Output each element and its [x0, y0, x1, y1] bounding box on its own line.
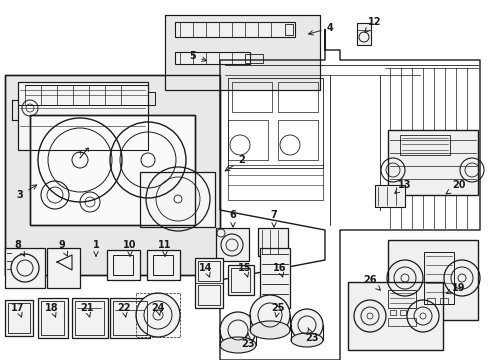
Bar [387, 240, 477, 320]
Bar [175, 52, 249, 64]
Bar [347, 282, 442, 350]
Bar [216, 228, 248, 261]
Text: 8: 8 [15, 240, 24, 256]
Bar [5, 300, 33, 336]
Bar [227, 165, 323, 200]
Text: 2: 2 [224, 155, 245, 171]
Bar [75, 301, 104, 335]
Bar [399, 310, 405, 315]
Text: 25: 25 [271, 303, 284, 317]
Bar [387, 290, 415, 308]
Bar [5, 75, 220, 275]
Bar [356, 23, 370, 45]
Bar [258, 228, 287, 256]
Bar [423, 252, 453, 304]
Bar [30, 115, 195, 225]
Bar [175, 22, 294, 37]
Bar [18, 82, 148, 150]
Text: 3: 3 [17, 185, 37, 200]
Bar [387, 130, 477, 195]
Bar [113, 301, 147, 335]
Bar [5, 248, 45, 288]
Circle shape [290, 309, 323, 341]
Circle shape [249, 295, 289, 335]
Bar [227, 265, 253, 295]
Bar [72, 298, 108, 338]
Text: 10: 10 [123, 240, 137, 256]
Text: 5: 5 [189, 51, 206, 61]
Text: 11: 11 [158, 240, 171, 256]
Bar [278, 120, 317, 160]
Text: 9: 9 [59, 240, 67, 256]
Bar [113, 255, 133, 275]
Bar [8, 303, 30, 333]
Bar [164, 15, 319, 90]
Bar [198, 285, 220, 305]
Bar [47, 248, 80, 288]
Bar [260, 248, 289, 308]
Bar [227, 78, 323, 168]
Bar [198, 261, 220, 281]
Bar [136, 293, 180, 337]
Bar [230, 268, 249, 292]
Bar [387, 318, 415, 326]
Text: 1: 1 [92, 240, 99, 256]
Bar [30, 115, 195, 225]
Bar [195, 258, 223, 308]
Text: 16: 16 [273, 263, 286, 277]
Text: 22: 22 [117, 303, 130, 317]
Bar [107, 250, 140, 280]
Text: 13: 13 [394, 180, 411, 193]
Ellipse shape [290, 333, 323, 347]
Bar [153, 255, 173, 275]
Ellipse shape [249, 321, 289, 339]
Bar [399, 135, 449, 155]
Text: 18: 18 [45, 303, 59, 317]
Text: 17: 17 [11, 303, 25, 317]
Text: 6: 6 [229, 210, 236, 227]
Text: 7: 7 [270, 210, 277, 227]
Bar [164, 15, 319, 90]
Text: 23: 23 [305, 328, 318, 343]
Bar [38, 298, 68, 338]
Text: 26: 26 [363, 275, 380, 290]
Ellipse shape [220, 337, 256, 353]
Bar [5, 75, 220, 275]
Text: 23: 23 [241, 333, 254, 349]
Text: 15: 15 [238, 263, 251, 277]
Bar [140, 172, 215, 227]
Text: 14: 14 [199, 263, 212, 277]
Bar [439, 298, 447, 304]
Circle shape [136, 293, 180, 337]
Bar [41, 301, 64, 335]
Bar [147, 250, 180, 280]
Bar [374, 185, 404, 207]
Bar [231, 82, 271, 112]
Text: 19: 19 [446, 283, 465, 294]
Bar [389, 310, 395, 315]
Text: 20: 20 [445, 180, 465, 194]
Text: 24: 24 [151, 303, 164, 316]
Circle shape [220, 312, 256, 348]
Bar [110, 298, 150, 338]
Bar [244, 54, 263, 63]
Text: 21: 21 [80, 303, 94, 317]
Bar [227, 120, 267, 160]
Text: 4: 4 [308, 23, 333, 35]
Text: 12: 12 [364, 17, 381, 32]
Bar [285, 24, 292, 35]
Bar [18, 82, 148, 150]
Bar [278, 82, 317, 112]
Bar [426, 298, 434, 304]
